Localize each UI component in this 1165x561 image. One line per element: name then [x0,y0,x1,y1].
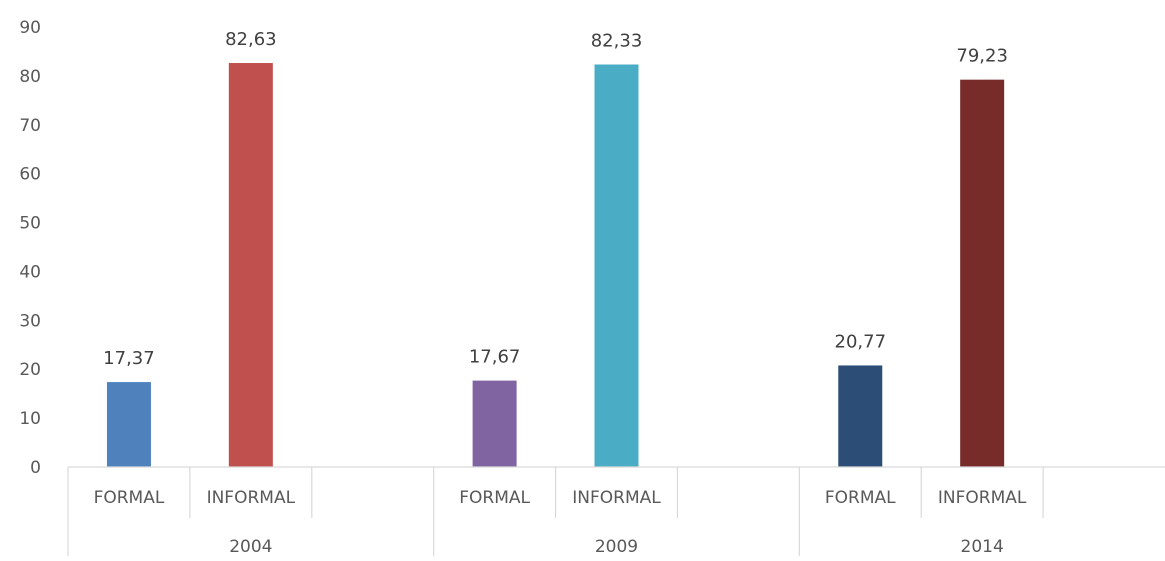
data-label: 82,33 [591,30,643,51]
y-tick-label: 30 [19,311,41,331]
category-label: INFORMAL [572,488,661,508]
bar-2009-formal [472,380,517,467]
y-tick-label: 80 [19,67,41,87]
y-tick-label: 60 [19,165,41,185]
bar-2009-informal [594,64,639,468]
y-tick-label: 70 [19,116,41,136]
x-axis: FORMAL INFORMAL 2004 FORMAL INFORMAL 2009 FORM… [67,466,1165,557]
category-label: FORMAL [459,488,530,508]
category-label: INFORMAL [207,488,296,508]
y-axis-ticks: 0 10 20 30 40 50 60 70 80 90 [19,18,41,478]
y-tick-label: 90 [19,18,41,38]
y-tick-label: 50 [19,214,41,234]
category-label: FORMAL [825,488,896,508]
y-tick-label: 0 [30,458,41,478]
y-tick-label: 20 [19,360,41,380]
bar-2014-informal [960,79,1005,468]
category-label: INFORMAL [938,488,1027,508]
bar-2004-informal [228,63,273,467]
group-label: 2014 [961,537,1004,556]
bars [106,63,1005,468]
data-label: 20,77 [835,331,887,352]
data-label: 82,63 [225,29,277,50]
data-label: 79,23 [956,46,1008,67]
category-label: FORMAL [94,488,165,508]
data-labels: 17,37 82,63 17,67 82,33 20,77 79,23 [103,29,1008,369]
bar-2014-formal [838,365,883,467]
group-label: 2009 [595,537,638,556]
data-label: 17,37 [103,348,155,369]
data-label: 17,67 [469,347,521,368]
y-tick-label: 10 [19,409,41,429]
y-tick-label: 40 [19,262,41,282]
group-label: 2004 [229,537,272,556]
bar-2004-formal [106,382,151,467]
